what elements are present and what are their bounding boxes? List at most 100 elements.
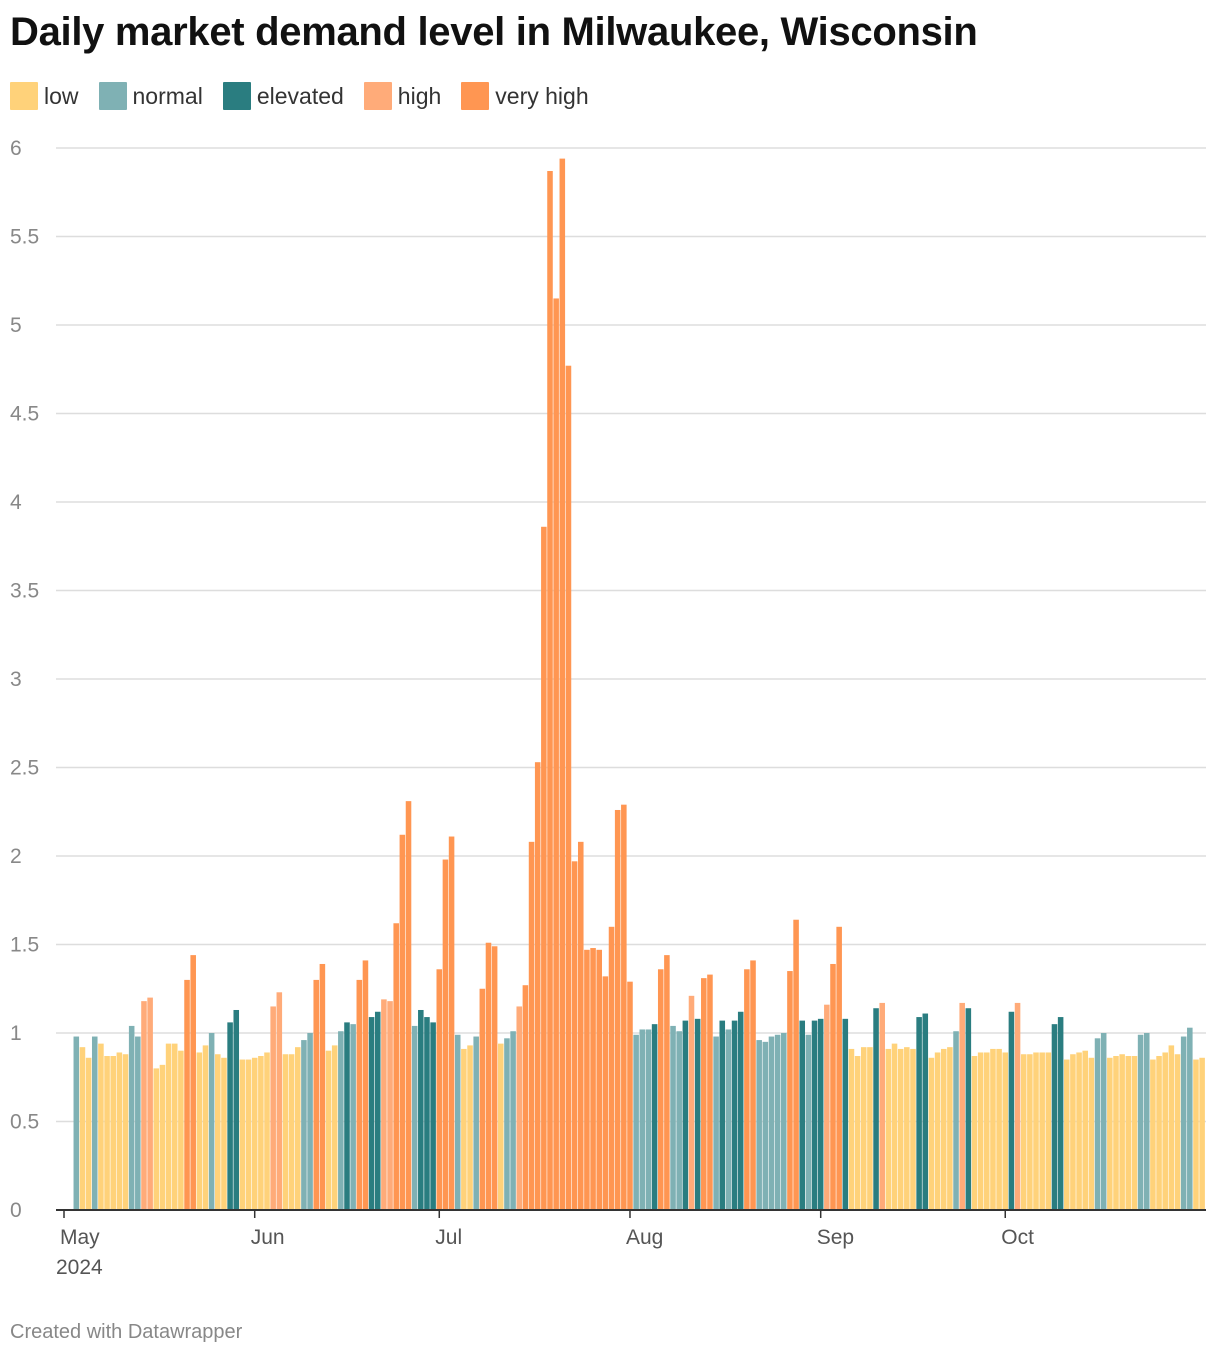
bars [73, 158, 1205, 1210]
bar-low [1113, 1056, 1119, 1210]
bar-very-high [356, 979, 363, 1210]
bar-very-high [584, 949, 590, 1210]
legend-swatch-very-high [461, 82, 490, 110]
y-tick-label: 3.5 [10, 580, 39, 603]
bar-high [270, 1006, 276, 1210]
bar-low [860, 1047, 867, 1210]
bar-normal [1094, 1038, 1101, 1210]
bar-elevated [227, 1022, 233, 1210]
bar-very-high [836, 926, 842, 1210]
bar-normal [73, 1036, 80, 1210]
bar-high [387, 1001, 393, 1210]
bar-normal [411, 1025, 418, 1210]
bar-low [122, 1054, 129, 1210]
y-tick-label: 4.5 [10, 403, 39, 426]
bar-elevated [651, 1024, 658, 1210]
chart-title: Daily market demand level in Milwaukee, … [10, 10, 978, 54]
bar-very-high [485, 942, 492, 1210]
footer-credit: Created with Datawrapper [10, 1321, 243, 1343]
bar-low [288, 1054, 295, 1210]
bar-very-high [744, 969, 750, 1210]
bar-elevated [368, 1017, 375, 1210]
bar-very-high [319, 963, 326, 1210]
y-tick-label: 5.5 [10, 226, 39, 249]
bar-elevated [916, 1017, 922, 1210]
bar-high [959, 1002, 965, 1210]
bar-elevated [842, 1018, 849, 1210]
bar-low [1119, 1054, 1125, 1210]
bar-low [85, 1057, 92, 1210]
bar-low [1039, 1052, 1045, 1210]
bar-very-high [608, 926, 615, 1210]
bar-very-high [442, 859, 449, 1210]
legend-label-very-high: very high [495, 82, 589, 109]
bar-low [467, 1045, 473, 1210]
bar-low [202, 1045, 209, 1210]
bar-normal [805, 1034, 812, 1210]
bar-low [928, 1057, 935, 1210]
bar-low [1174, 1054, 1181, 1210]
bar-low [1156, 1056, 1162, 1210]
bar-high [276, 992, 283, 1210]
legend-label-low: low [44, 82, 79, 109]
legend-swatch-low [10, 82, 38, 110]
bar-elevated [374, 1011, 381, 1210]
bar-low [996, 1048, 1002, 1210]
y-tick-label: 1 [10, 1022, 22, 1045]
bar-very-high [657, 969, 664, 1210]
bar-very-high [479, 988, 486, 1210]
bar-elevated [1057, 1017, 1064, 1210]
y-tick-label: 5 [10, 314, 22, 337]
bar-low [239, 1059, 246, 1210]
gridlines [56, 147, 1206, 1123]
x-axis: May 2024 Jun Jul Aug Sep Oct [56, 1209, 1206, 1279]
legend-label-high: high [397, 82, 442, 109]
bar-low [461, 1048, 467, 1210]
bar-very-high [787, 971, 793, 1210]
bar-low [116, 1052, 123, 1210]
bar-low [251, 1057, 258, 1210]
bar-very-high [541, 526, 547, 1210]
bar-high [147, 997, 153, 1210]
y-tick-label: 0 [10, 1199, 22, 1222]
bar-very-high [399, 834, 406, 1210]
bar-low [104, 1056, 110, 1210]
bar-very-high [830, 963, 836, 1210]
bar-low [331, 1045, 338, 1210]
bar-normal [128, 1025, 135, 1210]
legend-swatch-elevated [222, 82, 251, 110]
bar-very-high [393, 923, 399, 1210]
bar-high [1014, 1002, 1021, 1210]
bar-low [178, 1050, 184, 1210]
bar-normal [91, 1036, 98, 1210]
bar-very-high [405, 801, 412, 1210]
bar-normal [774, 1034, 781, 1210]
bar-low [258, 1056, 264, 1210]
bar-low [153, 1068, 160, 1210]
bar-low [1199, 1057, 1205, 1210]
bar-low [325, 1050, 332, 1210]
bar-high [381, 999, 387, 1210]
legend-item-high: high [363, 82, 442, 110]
bar-low [1064, 1059, 1070, 1210]
bar-normal [953, 1031, 959, 1210]
bar-very-high [522, 985, 529, 1210]
bar-normal [350, 1024, 356, 1210]
bar-low [1082, 1050, 1089, 1210]
bar-normal [1187, 1027, 1193, 1210]
bar-elevated [418, 1009, 424, 1210]
bar-low [282, 1054, 289, 1210]
bar-normal [762, 1041, 769, 1210]
bar-very-high [590, 948, 596, 1210]
bar-low [98, 1043, 104, 1210]
bar-normal [338, 1031, 344, 1210]
bar-low [1125, 1056, 1132, 1210]
bar-elevated [719, 1020, 726, 1210]
bar-low [171, 1043, 178, 1210]
bar-low [1107, 1057, 1113, 1210]
bar-low [1045, 1052, 1052, 1210]
bar-normal [1143, 1033, 1150, 1210]
bar-very-high [190, 955, 196, 1210]
x-tick-label: Oct [1001, 1226, 1034, 1249]
bar-low [245, 1059, 252, 1210]
